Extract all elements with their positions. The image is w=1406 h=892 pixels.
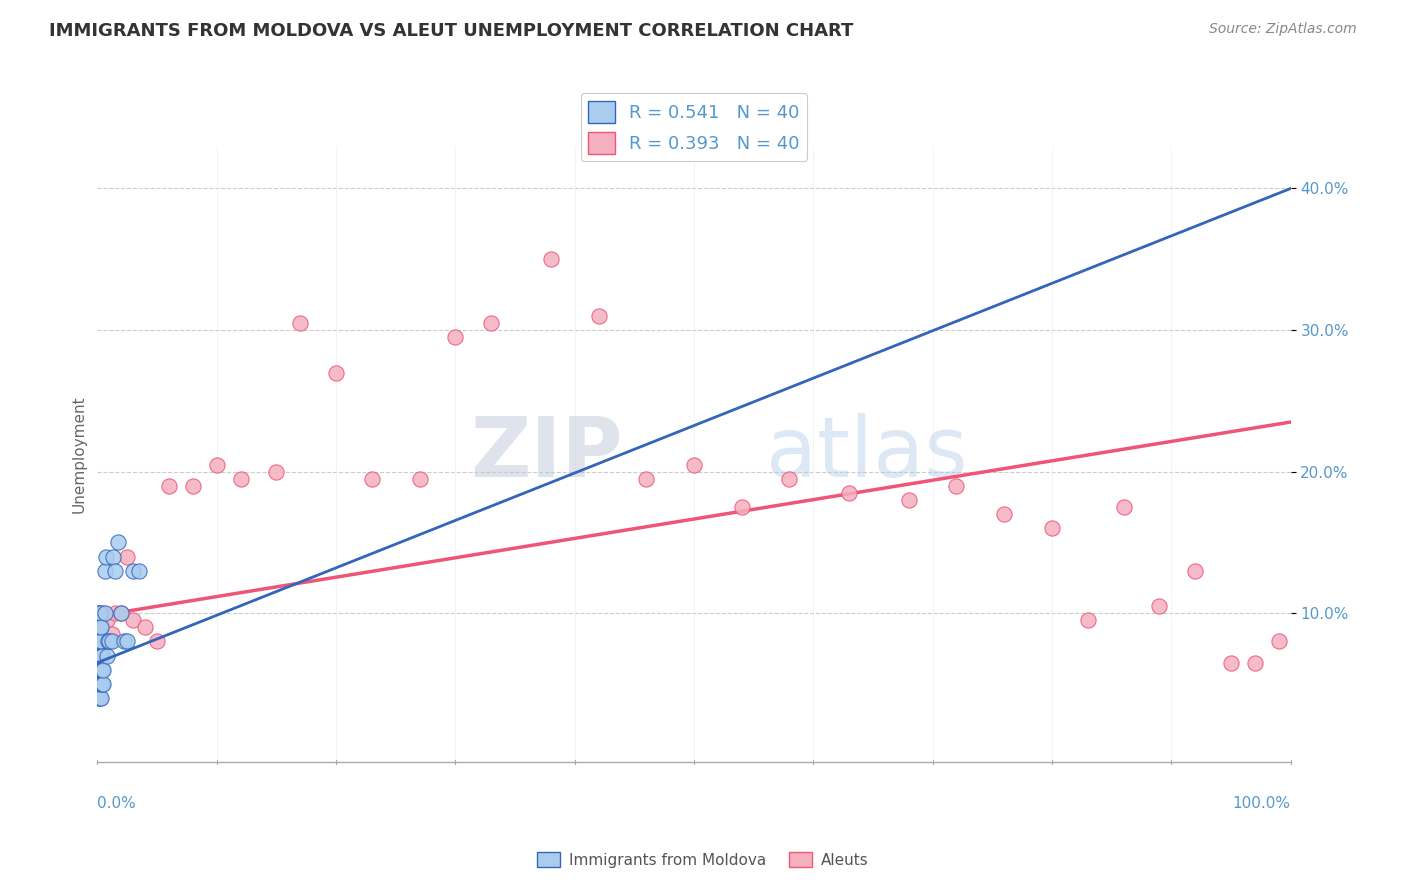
- Point: [993, 507, 1015, 521]
- Text: Source: ZipAtlas.com: Source: ZipAtlas.com: [1209, 22, 1357, 37]
- Point: [90, 677, 112, 691]
- Point: [90, 620, 112, 634]
- Point: [122, 613, 145, 627]
- Point: [101, 549, 124, 564]
- Point: [157, 479, 180, 493]
- Text: IMMIGRANTS FROM MOLDOVA VS ALEUT UNEMPLOYMENT CORRELATION CHART: IMMIGRANTS FROM MOLDOVA VS ALEUT UNEMPLO…: [49, 22, 853, 40]
- Point: [90, 663, 112, 677]
- Point: [104, 564, 127, 578]
- Point: [90, 648, 112, 663]
- Point: [181, 479, 204, 493]
- Point: [87, 634, 110, 648]
- Point: [87, 620, 110, 634]
- Point: [1112, 500, 1135, 514]
- Point: [89, 691, 111, 706]
- Point: [89, 606, 111, 620]
- Point: [91, 606, 114, 620]
- Point: [128, 564, 150, 578]
- Legend: R = 0.541   N = 40, R = 0.393   N = 40: R = 0.541 N = 40, R = 0.393 N = 40: [581, 94, 807, 161]
- Point: [1267, 634, 1289, 648]
- Point: [1219, 656, 1241, 670]
- Point: [87, 648, 110, 663]
- Point: [1184, 564, 1206, 578]
- Point: [115, 634, 138, 648]
- Point: [93, 606, 115, 620]
- Point: [87, 606, 110, 620]
- Point: [104, 606, 127, 620]
- Point: [89, 648, 111, 663]
- Point: [945, 479, 967, 493]
- Point: [94, 549, 117, 564]
- Point: [360, 472, 382, 486]
- Point: [89, 663, 111, 677]
- Point: [107, 535, 129, 549]
- Point: [98, 634, 121, 648]
- Point: [100, 634, 122, 648]
- Point: [110, 606, 132, 620]
- Point: [87, 663, 110, 677]
- Point: [838, 485, 860, 500]
- Point: [91, 648, 114, 663]
- Point: [683, 458, 706, 472]
- Point: [205, 458, 228, 472]
- Point: [134, 620, 156, 634]
- Point: [290, 316, 312, 330]
- Point: [87, 677, 110, 691]
- Point: [1040, 521, 1063, 535]
- Point: [540, 252, 562, 267]
- Text: atlas: atlas: [766, 413, 967, 494]
- Text: 0.0%: 0.0%: [97, 796, 136, 811]
- Legend: Immigrants from Moldova, Aleuts: Immigrants from Moldova, Aleuts: [531, 846, 875, 873]
- Point: [122, 564, 145, 578]
- Point: [229, 472, 252, 486]
- Point: [778, 472, 800, 486]
- Point: [112, 634, 135, 648]
- Point: [93, 564, 115, 578]
- Point: [115, 549, 138, 564]
- Point: [91, 663, 114, 677]
- Y-axis label: Unemployment: Unemployment: [72, 395, 86, 513]
- Point: [89, 634, 111, 648]
- Point: [89, 677, 111, 691]
- Point: [444, 330, 467, 344]
- Point: [97, 634, 120, 648]
- Point: [87, 691, 110, 706]
- Point: [897, 492, 920, 507]
- Point: [90, 634, 112, 648]
- Point: [588, 309, 610, 323]
- Point: [146, 634, 169, 648]
- Point: [1243, 656, 1265, 670]
- Point: [90, 620, 112, 634]
- Point: [1149, 599, 1171, 613]
- Point: [96, 648, 118, 663]
- Point: [266, 465, 288, 479]
- Point: [96, 613, 118, 627]
- Point: [325, 366, 347, 380]
- Point: [1077, 613, 1099, 627]
- Point: [408, 472, 430, 486]
- Point: [91, 663, 114, 677]
- Point: [636, 472, 658, 486]
- Point: [110, 606, 132, 620]
- Text: 100.0%: 100.0%: [1233, 796, 1291, 811]
- Point: [91, 677, 114, 691]
- Point: [90, 691, 112, 706]
- Point: [87, 606, 110, 620]
- Point: [91, 677, 114, 691]
- Point: [89, 620, 111, 634]
- Point: [100, 627, 122, 641]
- Point: [479, 316, 502, 330]
- Point: [731, 500, 754, 514]
- Text: ZIP: ZIP: [470, 413, 623, 494]
